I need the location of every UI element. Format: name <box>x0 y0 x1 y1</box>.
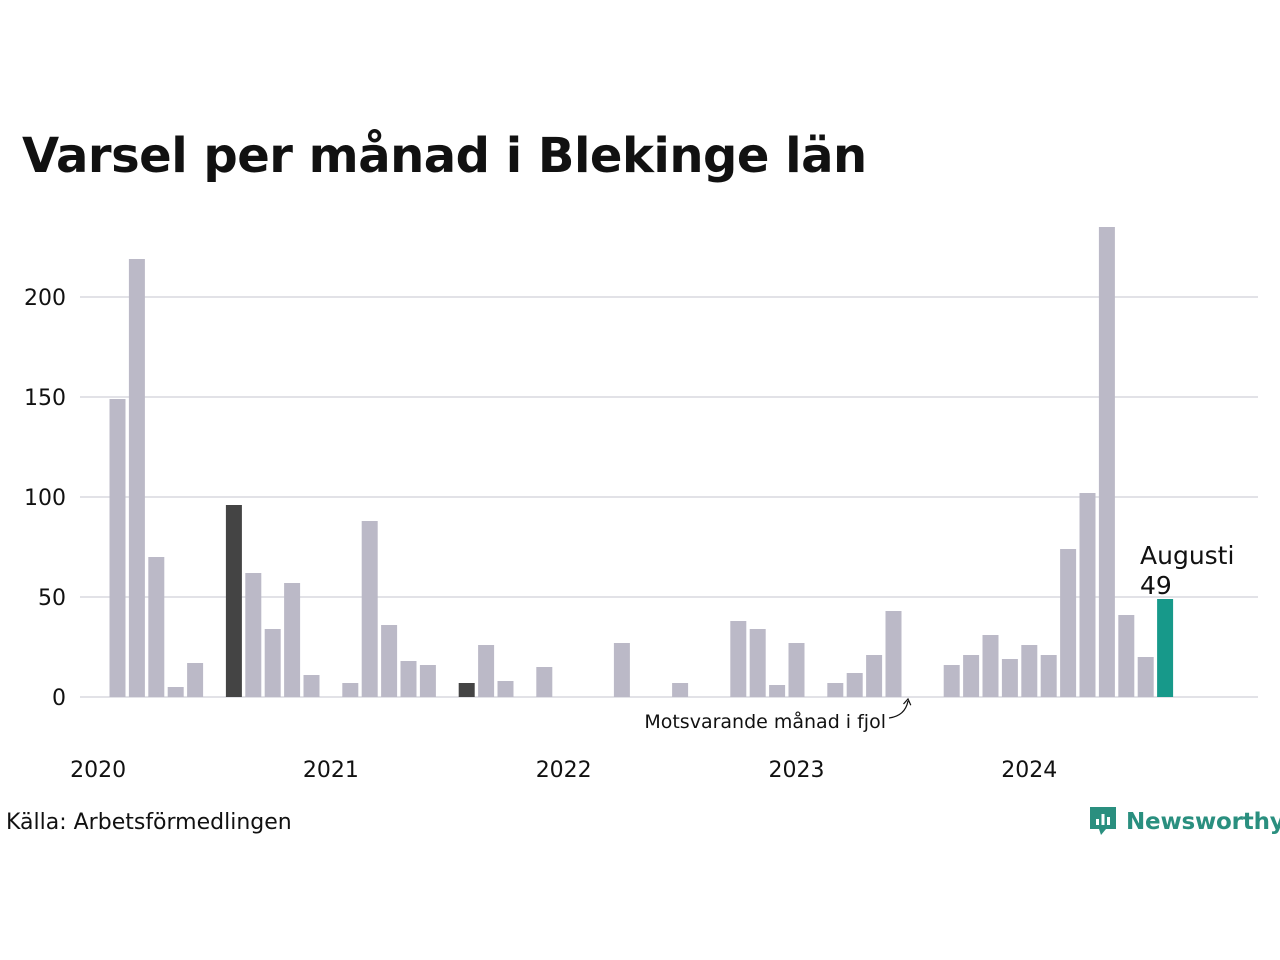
bar-2020-06 <box>187 663 204 697</box>
y-axis: 0 50 100 150 200 <box>24 286 66 711</box>
bar-2020-11 <box>284 583 301 697</box>
current-month-value: 49 <box>1140 571 1172 600</box>
x-tick-label: 2022 <box>536 758 592 783</box>
bar-2020-04 <box>148 557 165 697</box>
bar-2023-04 <box>846 673 863 697</box>
bar-2024-08 <box>1157 599 1174 697</box>
bar-2022-07 <box>672 683 689 697</box>
bar-2021-06 <box>419 665 436 697</box>
bar-2023-11 <box>982 635 999 697</box>
x-tick-label: 2021 <box>303 758 359 783</box>
bar-2021-05 <box>400 661 417 697</box>
bar-2022-04 <box>613 643 630 697</box>
brand-name: Newsworthy <box>1126 809 1280 835</box>
y-tick-label: 50 <box>38 586 66 611</box>
bar-2021-12 <box>536 667 553 697</box>
annotation-arrowhead <box>903 697 912 706</box>
chart-bubble-icon <box>1090 807 1116 835</box>
x-tick-label: 2023 <box>769 758 825 783</box>
bar-2023-10 <box>963 655 980 697</box>
bar-2023-05 <box>866 655 883 697</box>
bar-2024-01 <box>1021 645 1038 697</box>
current-month-name: Augusti <box>1140 541 1234 570</box>
bar-2020-05 <box>167 687 184 697</box>
x-tick-label: 2024 <box>1001 758 1057 783</box>
bar-2023-12 <box>1001 659 1018 697</box>
bar-2021-10 <box>497 681 514 697</box>
annotation-arrow <box>888 700 909 719</box>
bar-2022-12 <box>769 685 786 697</box>
bar-2022-10 <box>730 621 747 697</box>
current-month-label: Augusti 49 <box>1140 541 1234 600</box>
bar-2020-12 <box>303 675 320 697</box>
y-tick-label: 150 <box>24 386 66 411</box>
bar-2021-08 <box>458 683 475 697</box>
bar-2021-09 <box>478 645 495 697</box>
chart-title: Varsel per månad i Blekinge län <box>22 128 867 184</box>
x-axis: 2020 2021 2022 2023 2024 <box>70 758 1057 783</box>
bar-2022-11 <box>749 629 766 697</box>
bar-2024-02 <box>1040 655 1057 697</box>
bars <box>109 227 1174 697</box>
bar-2021-04 <box>381 625 398 697</box>
bar-2023-03 <box>827 683 844 697</box>
bar-2021-02 <box>342 683 359 697</box>
bar-2023-09 <box>943 665 960 697</box>
bar-2024-04 <box>1079 493 1096 697</box>
bar-2024-05 <box>1098 227 1115 697</box>
bar-chart: 0 50 100 150 200 2020 2021 2022 2023 2024 Motsva… <box>24 227 1258 783</box>
bar-2023-01 <box>788 643 805 697</box>
bar-2020-09 <box>245 573 262 697</box>
brand-logo: Newsworthy <box>1088 804 1280 840</box>
y-tick-label: 100 <box>24 486 66 511</box>
bar-2020-08 <box>225 505 242 697</box>
bar-2020-02 <box>109 399 126 697</box>
y-tick-label: 0 <box>52 686 66 711</box>
bar-2023-06 <box>885 611 902 697</box>
y-tick-label: 200 <box>24 286 66 311</box>
bar-2021-03 <box>361 521 378 697</box>
bar-2020-03 <box>128 259 145 697</box>
annotation: Motsvarande månad i fjol <box>644 697 912 733</box>
source-note: Källa: Arbetsförmedlingen <box>6 810 292 835</box>
bar-2024-03 <box>1060 549 1077 697</box>
bar-2024-06 <box>1118 615 1135 697</box>
bar-2020-10 <box>264 629 281 697</box>
annotation-text: Motsvarande månad i fjol <box>644 710 886 733</box>
bar-2024-07 <box>1137 657 1154 697</box>
x-tick-label: 2020 <box>70 758 126 783</box>
